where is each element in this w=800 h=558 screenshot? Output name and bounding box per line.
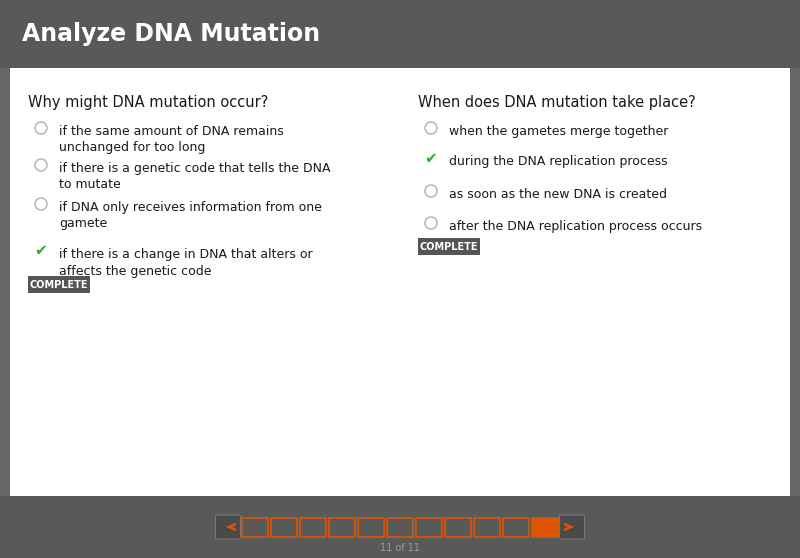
Text: ✔: ✔ <box>425 151 438 166</box>
FancyBboxPatch shape <box>28 276 90 293</box>
Text: during the DNA replication process: during the DNA replication process <box>449 155 668 168</box>
Circle shape <box>425 122 437 134</box>
Text: if there is a genetic code that tells the DNA
to mutate: if there is a genetic code that tells th… <box>59 162 330 191</box>
Circle shape <box>425 217 437 229</box>
FancyBboxPatch shape <box>559 515 585 539</box>
Circle shape <box>425 185 437 197</box>
FancyBboxPatch shape <box>532 517 558 536</box>
Text: Why might DNA mutation occur?: Why might DNA mutation occur? <box>28 95 268 110</box>
Text: COMPLETE: COMPLETE <box>30 280 88 290</box>
FancyBboxPatch shape <box>215 515 241 539</box>
Text: When does DNA mutation take place?: When does DNA mutation take place? <box>418 95 696 110</box>
FancyBboxPatch shape <box>0 0 800 68</box>
FancyBboxPatch shape <box>418 238 480 255</box>
FancyBboxPatch shape <box>10 68 790 496</box>
Circle shape <box>35 198 47 210</box>
FancyBboxPatch shape <box>0 496 800 558</box>
Text: if there is a change in DNA that alters or
affects the genetic code: if there is a change in DNA that alters … <box>59 248 313 277</box>
Circle shape <box>35 122 47 134</box>
Text: COMPLETE: COMPLETE <box>420 242 478 252</box>
Text: as soon as the new DNA is created: as soon as the new DNA is created <box>449 188 667 201</box>
Circle shape <box>35 159 47 171</box>
Text: when the gametes merge together: when the gametes merge together <box>449 125 668 138</box>
Text: ✔: ✔ <box>34 243 47 258</box>
Text: after the DNA replication process occurs: after the DNA replication process occurs <box>449 220 702 233</box>
Text: if the same amount of DNA remains
unchanged for too long: if the same amount of DNA remains unchan… <box>59 125 284 155</box>
Text: 11 of 11: 11 of 11 <box>380 543 420 553</box>
Text: if DNA only receives information from one
gamete: if DNA only receives information from on… <box>59 201 322 230</box>
Text: Analyze DNA Mutation: Analyze DNA Mutation <box>22 22 320 46</box>
